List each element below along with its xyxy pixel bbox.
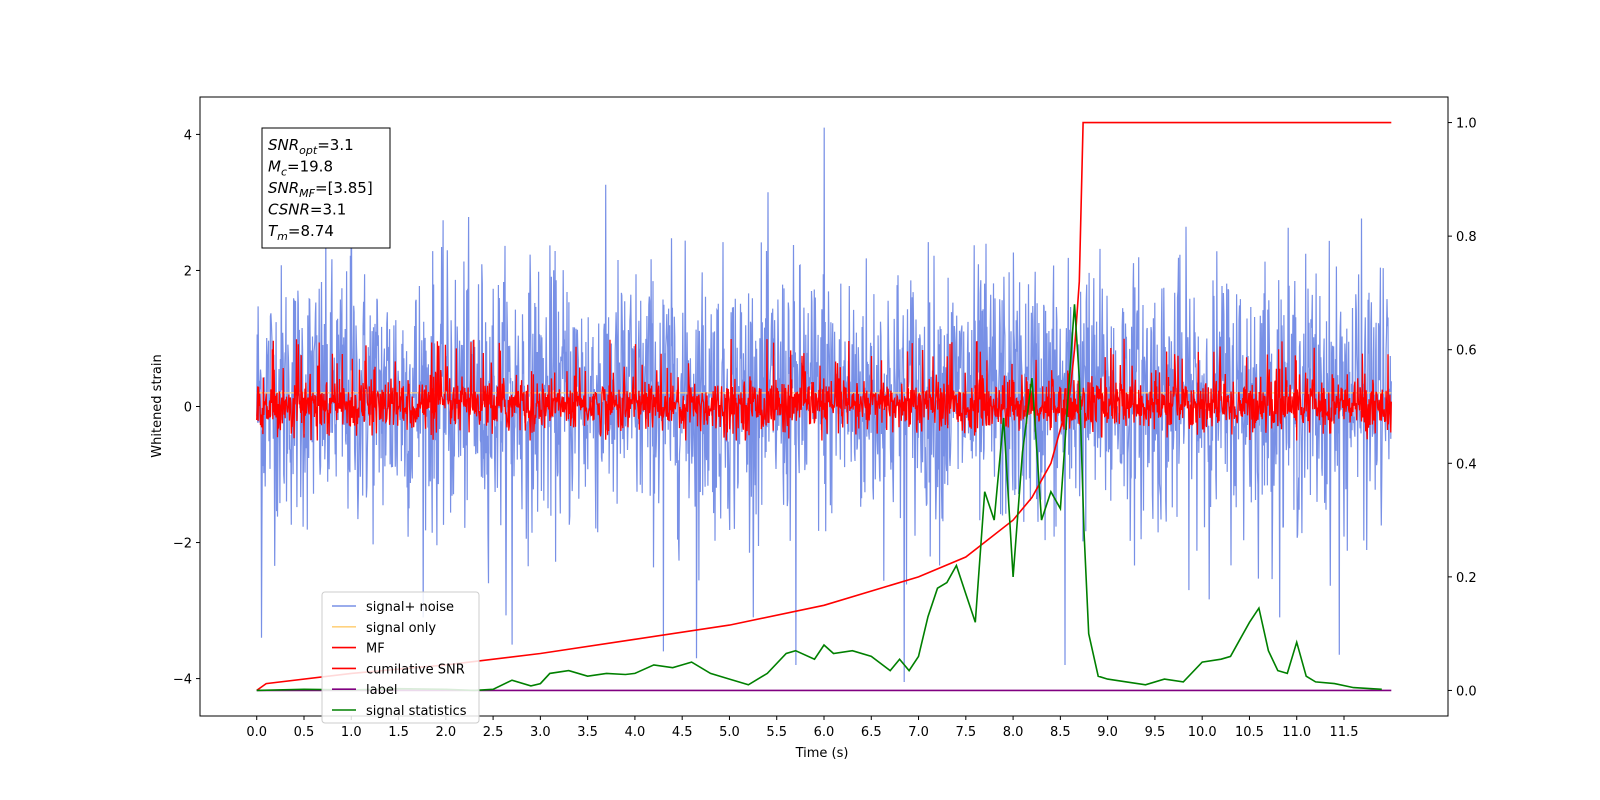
x-tick-label: 8.5 [1050, 725, 1071, 740]
x-tick-label: 1.0 [341, 725, 362, 740]
y2-tick-label: 0.2 [1456, 571, 1477, 586]
x-tick-label: 0.5 [294, 725, 315, 740]
x-tick-label: 5.5 [766, 725, 787, 740]
legend-label: cumilative SNR [366, 662, 465, 677]
x-tick-label: 4.0 [625, 725, 646, 740]
series-mf-line [256, 338, 1392, 441]
legend-label: signal only [366, 621, 436, 636]
x-tick-label: 6.5 [861, 725, 882, 740]
x-tick-label: 7.5 [955, 725, 976, 740]
y-axis-right: 1.0 0.8 0.6 0.4 0.2 0.0 [1448, 117, 1477, 699]
x-axis: 0.0 0.5 1.0 1.5 2.0 2.5 3.0 3.5 4.0 4.5 5.0 5.5 6.0 6… [246, 716, 1358, 740]
x-tick-label: 9.0 [1097, 725, 1118, 740]
legend-label: label [366, 683, 397, 698]
info-box-frame [261, 127, 391, 249]
x-axis-label: Time (s) [795, 746, 849, 761]
legend-label: signal+ noise [366, 600, 454, 615]
legend-label: signal statistics [366, 704, 467, 719]
y2-tick-label: 0.8 [1456, 230, 1477, 245]
x-tick-label: 2.0 [435, 725, 456, 740]
y2-tick-label: 0.0 [1456, 684, 1477, 699]
y-tick-label: 4 [184, 128, 192, 143]
y-axis-label: Whitened strain [150, 354, 165, 457]
info-box-line: Tm=8.74 [268, 222, 334, 243]
legend: signal+ noise signal only MF cumilative SNR… [321, 591, 480, 724]
y2-tick-label: 0.4 [1456, 457, 1477, 472]
x-tick-label: 0.0 [246, 725, 267, 740]
info-box-line: CSNR=3.1 [268, 201, 346, 219]
x-tick-label: 2.5 [483, 725, 504, 740]
y2-tick-label: 1.0 [1456, 117, 1477, 132]
x-tick-label: 11.0 [1282, 725, 1311, 740]
info-box-line: SNRMF=[3.85] [268, 179, 373, 200]
info-box-line: SNRopt=3.1 [268, 136, 354, 157]
series-signal-statistics-line [256, 304, 1382, 692]
x-tick-label: 6.0 [814, 725, 835, 740]
x-tick-label: 3.0 [530, 725, 551, 740]
x-tick-label: 3.5 [577, 725, 598, 740]
legend-frame [321, 591, 480, 724]
x-tick-label: 1.5 [388, 725, 409, 740]
x-tick-label: 5.0 [719, 725, 740, 740]
series-signal-noise-line [256, 127, 1392, 683]
x-tick-label: 4.5 [672, 725, 693, 740]
y-tick-label: 0 [184, 401, 192, 416]
y-tick-label: 2 [184, 264, 192, 279]
x-tick-label: 8.0 [1003, 725, 1024, 740]
y-axis-left: 4 2 0 −2 −4 [173, 128, 200, 688]
x-tick-label: 9.5 [1145, 725, 1166, 740]
info-box-line: Mc=19.8 [268, 158, 333, 179]
x-tick-label: 11.5 [1330, 725, 1359, 740]
y2-tick-label: 0.6 [1456, 344, 1477, 359]
x-tick-label: 7.0 [908, 725, 929, 740]
legend-label: MF [366, 642, 385, 657]
x-tick-label: 10.0 [1188, 725, 1217, 740]
y-tick-label: −4 [173, 673, 192, 688]
x-tick-label: 10.5 [1235, 725, 1264, 740]
y-tick-label: −2 [173, 537, 192, 552]
